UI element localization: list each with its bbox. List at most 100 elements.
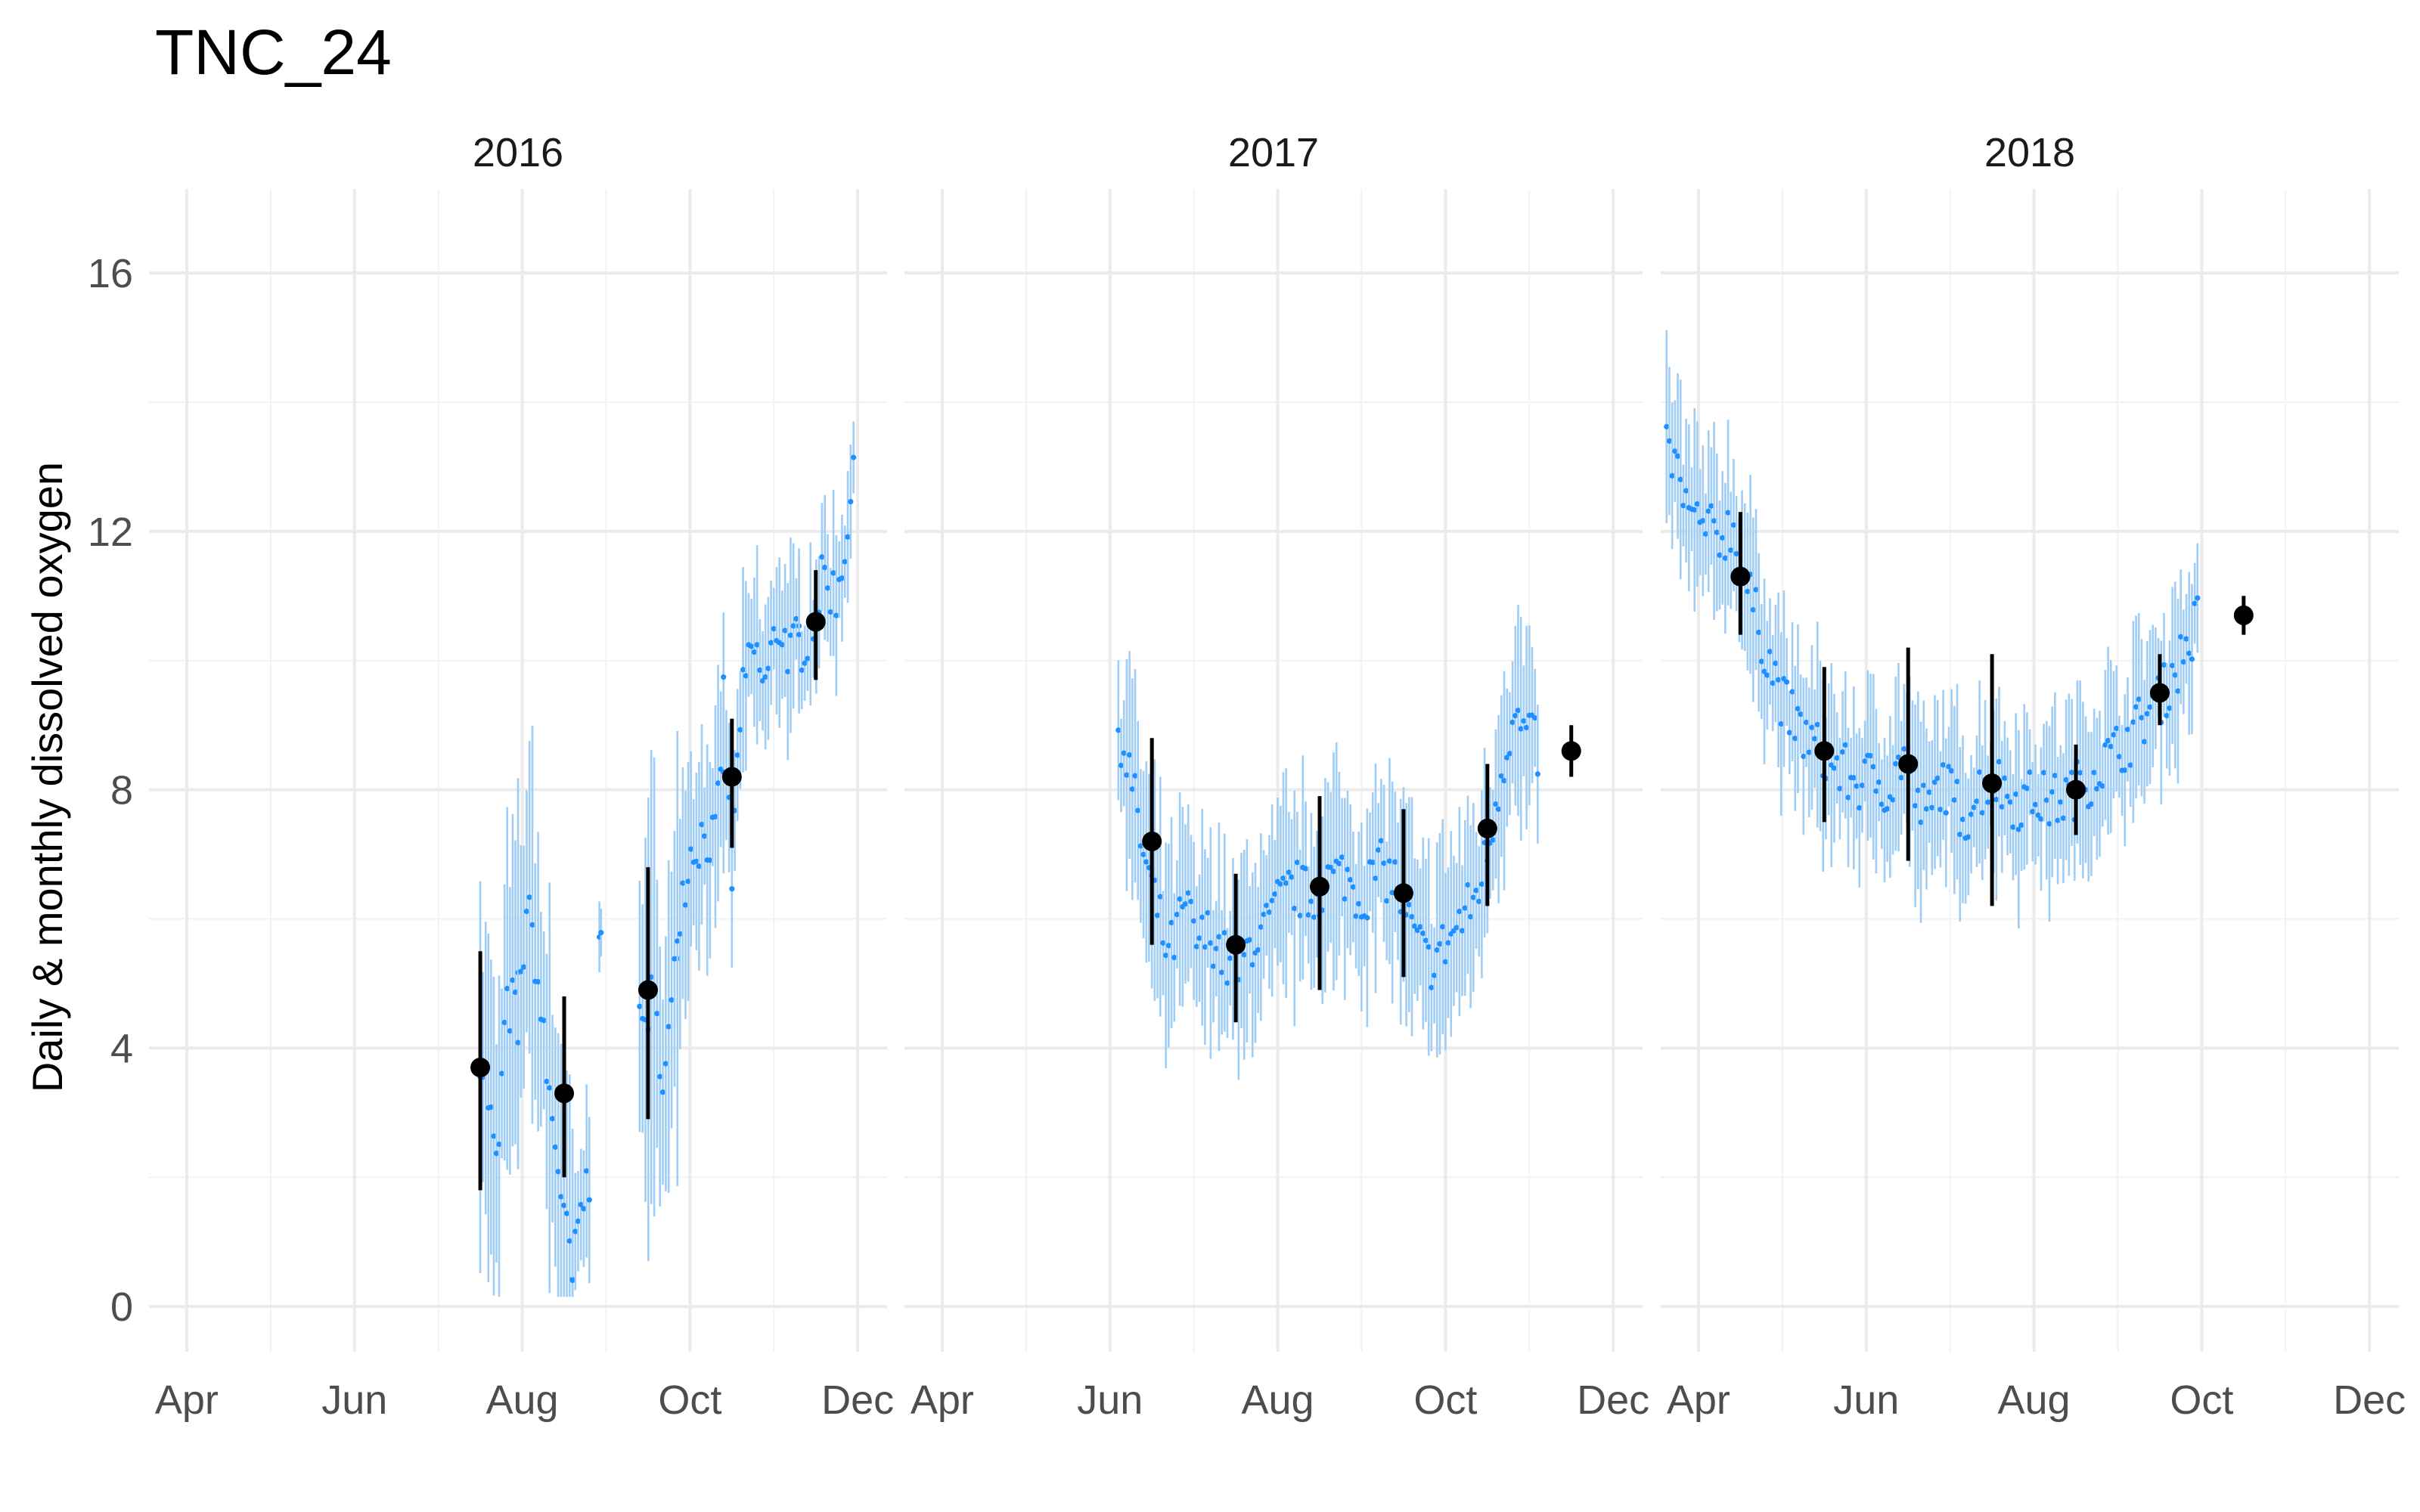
daily-point bbox=[688, 846, 694, 852]
x-tick-label: Aug bbox=[1241, 1377, 1314, 1423]
daily-point bbox=[2105, 738, 2111, 744]
daily-point bbox=[659, 1089, 666, 1095]
x-tick-label: Dec bbox=[2333, 1377, 2406, 1423]
daily-point bbox=[1708, 503, 1714, 509]
daily-point bbox=[1733, 550, 1739, 557]
x-tick-label: Apr bbox=[1667, 1377, 1730, 1423]
daily-point bbox=[2167, 705, 2173, 711]
daily-point bbox=[1789, 689, 1795, 695]
daily-point bbox=[1297, 912, 1303, 919]
daily-point bbox=[799, 667, 805, 674]
daily-point bbox=[2040, 770, 2047, 776]
daily-point bbox=[734, 752, 740, 758]
daily-point bbox=[1193, 943, 1199, 950]
daily-point bbox=[1294, 860, 1301, 866]
daily-point bbox=[566, 1238, 572, 1244]
daily-point bbox=[1132, 773, 1138, 779]
daily-point bbox=[833, 612, 839, 618]
daily-point bbox=[1921, 782, 1927, 789]
monthly-series bbox=[1730, 512, 2254, 906]
daily-point bbox=[822, 565, 828, 571]
daily-point bbox=[1409, 913, 1415, 920]
y-tick-label: 8 bbox=[110, 768, 133, 813]
daily-point bbox=[2038, 816, 2044, 822]
daily-point bbox=[1949, 768, 1955, 774]
daily-point bbox=[782, 627, 788, 634]
x-tick-label: Dec bbox=[821, 1377, 894, 1423]
daily-point bbox=[1171, 954, 1177, 961]
daily-point bbox=[1129, 786, 1135, 792]
daily-point bbox=[1342, 896, 1348, 902]
daily-point bbox=[1249, 962, 1255, 968]
daily-point bbox=[1934, 775, 1941, 781]
panel-grid bbox=[904, 189, 1643, 1352]
daily-point bbox=[1770, 680, 1776, 686]
daily-point bbox=[1885, 806, 1891, 812]
daily-point bbox=[583, 1168, 590, 1174]
daily-point bbox=[1720, 534, 1726, 541]
x-tick-label: Aug bbox=[1997, 1377, 2070, 1423]
daily-point bbox=[1412, 923, 1418, 929]
daily-point bbox=[1115, 727, 1122, 733]
x-tick-label: Aug bbox=[486, 1377, 558, 1423]
daily-point bbox=[1330, 869, 1337, 875]
daily-point bbox=[535, 978, 541, 985]
daily-point bbox=[1773, 660, 1779, 667]
daily-point bbox=[796, 631, 802, 638]
daily-point bbox=[1417, 924, 1423, 930]
daily-point bbox=[547, 1085, 553, 1091]
daily-point bbox=[1702, 531, 1709, 537]
daily-point bbox=[2116, 754, 2122, 760]
daily-point bbox=[541, 1018, 547, 1024]
daily-point bbox=[2127, 762, 2133, 768]
daily-point bbox=[1895, 754, 1902, 761]
daily-point bbox=[1745, 588, 1751, 594]
daily-point bbox=[2186, 650, 2192, 656]
daily-point bbox=[1490, 837, 1496, 843]
daily-point bbox=[1219, 969, 1225, 975]
daily-point bbox=[802, 660, 808, 666]
daily-point bbox=[1208, 940, 1214, 947]
daily-point bbox=[2133, 704, 2139, 710]
daily-point bbox=[1876, 779, 1882, 785]
daily-point bbox=[2027, 769, 2033, 776]
panel-2016: 2016 Apr Jun Aug Oct Dec bbox=[149, 130, 894, 1423]
daily-point bbox=[520, 964, 527, 970]
daily-point bbox=[1124, 772, 1130, 778]
daily-point bbox=[1165, 943, 1171, 949]
daily-point bbox=[1423, 937, 1429, 943]
monthly-point bbox=[2233, 605, 2254, 625]
daily-point bbox=[1767, 649, 1773, 655]
daily-point bbox=[1168, 919, 1174, 925]
daily-point bbox=[2060, 815, 2067, 821]
daily-point bbox=[1157, 894, 1163, 900]
daily-point bbox=[666, 1024, 672, 1030]
daily-point bbox=[1926, 789, 1932, 795]
daily-point bbox=[1946, 764, 1952, 770]
daily-point bbox=[1205, 909, 1211, 916]
panel-2018: 2018 Apr Jun Aug Oct Dec bbox=[1661, 130, 2406, 1423]
daily-point bbox=[830, 570, 836, 576]
daily-point bbox=[1277, 881, 1283, 887]
daily-point bbox=[1893, 761, 1899, 767]
daily-point bbox=[1457, 908, 1463, 915]
daily-point bbox=[526, 894, 532, 900]
daily-point bbox=[1328, 864, 1334, 871]
daily-point bbox=[1845, 795, 1851, 801]
daily-point bbox=[1901, 746, 1907, 752]
daily-point bbox=[1269, 897, 1275, 903]
daily-point bbox=[1792, 736, 1798, 742]
daily-point bbox=[2015, 826, 2021, 832]
daily-point bbox=[721, 674, 727, 680]
daily-point bbox=[1140, 851, 1146, 857]
daily-point bbox=[1216, 934, 1222, 940]
monthly-series bbox=[1142, 725, 1581, 1023]
daily-point bbox=[751, 649, 757, 655]
daily-point bbox=[512, 989, 519, 996]
daily-point bbox=[1137, 843, 1143, 849]
panel-strip-label: 2018 bbox=[1984, 130, 2075, 175]
daily-point bbox=[1971, 804, 1977, 810]
daily-point bbox=[682, 902, 689, 908]
daily-point bbox=[529, 922, 535, 928]
daily-point bbox=[2052, 773, 2058, 779]
